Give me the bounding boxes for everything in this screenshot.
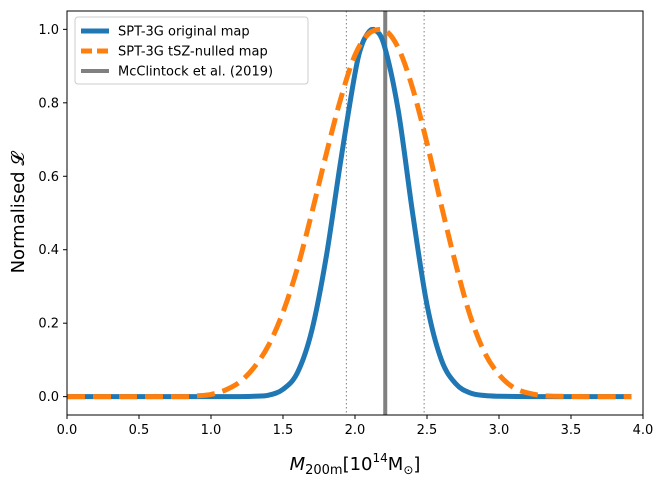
series-line-original-map [67,26,632,400]
x-axis-title-unit-subscript: ⊙ [403,463,413,477]
legend-label-reference: McClintock et al. (2019) [118,65,273,80]
series-line-tsz-nulled-map [67,26,632,400]
x-tick-label: 4.0 [633,423,654,438]
y-tick-label: 1.0 [38,23,59,38]
x-tick-label: 0.0 [57,423,78,438]
x-tick-label: 0.5 [129,423,150,438]
x-axis-title-exponent: 14 [373,451,388,465]
x-tick-label: 1.0 [201,423,222,438]
x-axis-title-open: [10 [343,454,373,475]
x-tick-label: 3.0 [489,423,510,438]
legend-label-tsz-nulled-map: SPT-3G tSZ-nulled map [118,45,268,60]
x-axis-title-subscript: 200m [305,463,342,478]
x-tick-label: 3.5 [561,423,582,438]
y-tick-label: 0.0 [38,390,59,405]
y-tick-label: 0.2 [38,317,59,332]
y-axis-ticks: 0.0 0.2 0.4 0.6 0.8 1.0 [38,23,67,405]
x-axis-title-symbol: M [290,454,306,475]
x-axis-title: M200m[1014M⊙] [290,451,421,478]
x-tick-label: 2.5 [417,423,438,438]
y-tick-label: 0.4 [38,243,59,258]
x-axis-title-close: ] [413,454,420,475]
y-axis-title: Normalised 𝓛 [8,151,29,274]
x-tick-label: 2.0 [345,423,366,438]
legend-box [74,16,309,85]
x-axis-ticks: 0.0 0.5 1.0 1.5 2.0 2.5 3.0 3.5 4.0 [57,415,654,438]
legend-label-original-map: SPT-3G original map [118,25,250,40]
y-tick-label: 0.8 [38,96,59,111]
x-axis-title-unit: M [388,454,404,475]
legend: SPT-3G original map SPT-3G tSZ-nulled ma… [74,16,309,85]
x-tick-label: 1.5 [273,423,294,438]
y-tick-label: 0.6 [38,170,59,185]
